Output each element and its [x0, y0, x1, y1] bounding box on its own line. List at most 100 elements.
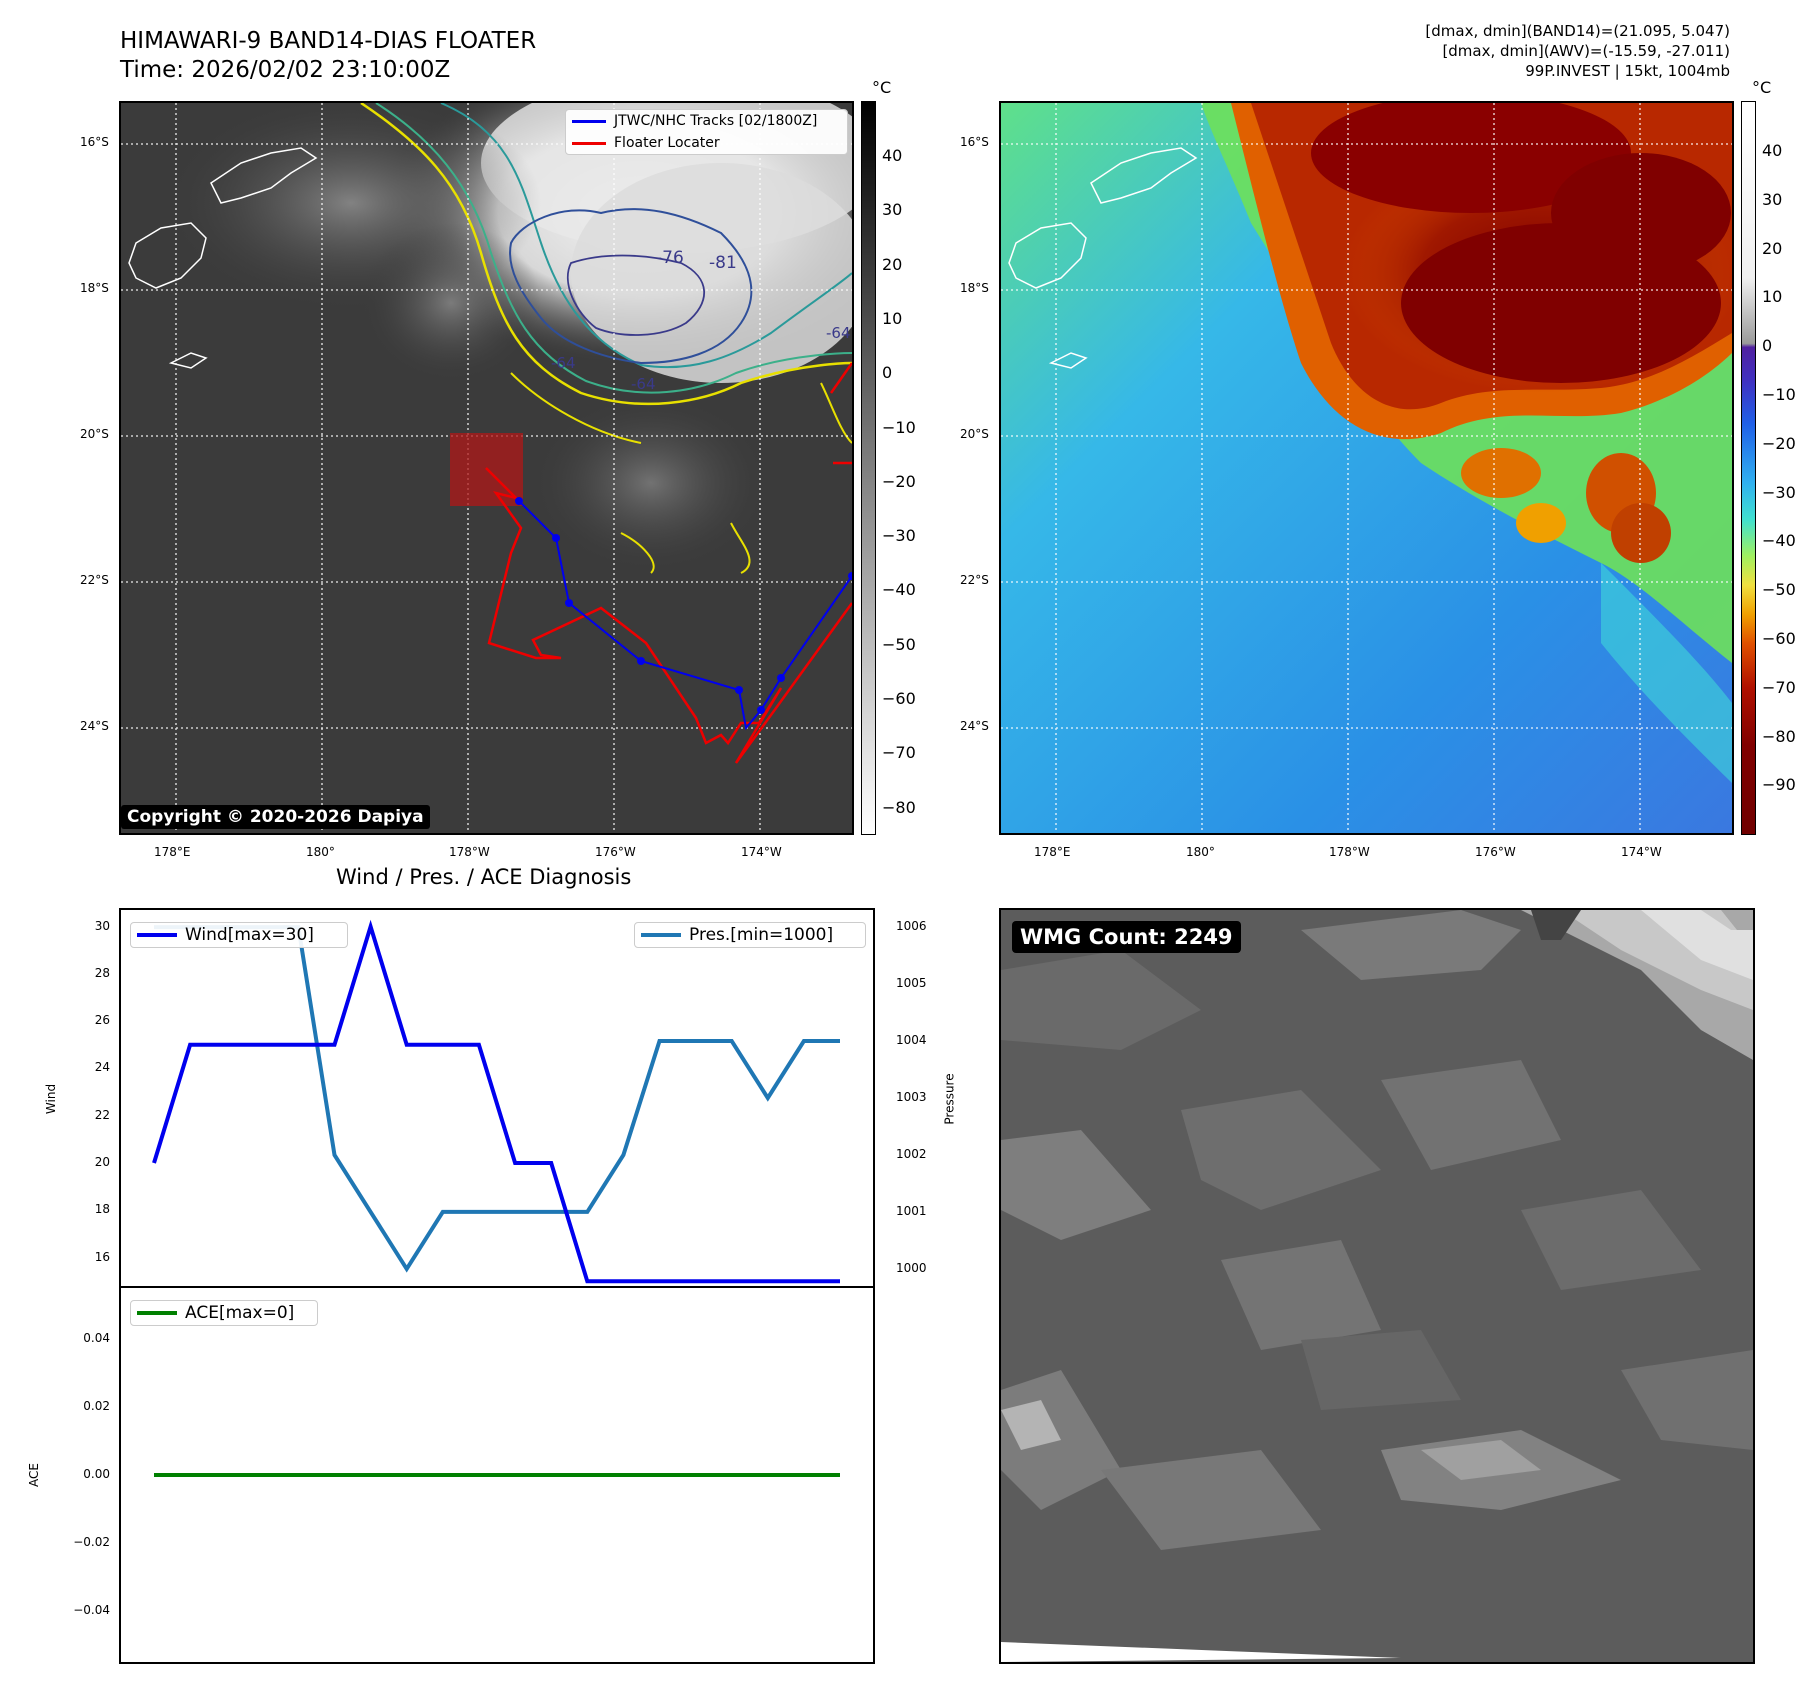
map-legend: JTWC/NHC Tracks [02/1800Z] Floater Locat…: [565, 109, 848, 155]
colorbar-color-tick: 10: [1762, 287, 1783, 307]
lat-label: 16°S: [960, 135, 989, 149]
lon-label: 178°E: [1034, 845, 1071, 859]
colorbar-gray-tick: 30: [882, 200, 903, 220]
lon-label: 180°: [1186, 845, 1215, 859]
pres-ytick: 1006: [896, 919, 927, 934]
lon-label: 176°W: [595, 845, 636, 859]
colorbar-gray-tick: 10: [882, 308, 903, 328]
lat-label: 24°S: [960, 719, 989, 733]
colorbar-gray-tick: −30: [882, 526, 916, 546]
wind-legend: Wind[max=30]: [130, 922, 348, 948]
lon-label: 174°W: [741, 845, 782, 859]
lat-label: 22°S: [80, 573, 109, 587]
wmg-count-badge: WMG Count: 2249: [1012, 921, 1241, 953]
colorbar-gray-tick: −80: [882, 797, 916, 817]
ace-legend-label: ACE[max=0]: [185, 1303, 295, 1323]
wmg-panel: WMG Count: 2249: [999, 908, 1755, 1664]
pres-ytick: 1000: [896, 1260, 927, 1275]
pres-ytick: 1005: [896, 976, 927, 991]
wind-ylabel: Wind: [44, 1083, 59, 1115]
wind-ytick: 28: [94, 965, 110, 980]
contour-label: -64: [551, 354, 576, 372]
lon-label: 178°E: [154, 845, 191, 859]
lat-label: 18°S: [960, 281, 989, 295]
colorbar-gray-tick: 40: [882, 146, 903, 165]
contour-label: -76: [656, 248, 684, 268]
colorbar-color-tick: 40: [1762, 141, 1783, 160]
floater-swatch: [572, 141, 606, 145]
lat-label: 16°S: [80, 135, 109, 149]
lon-label: 178°W: [449, 845, 490, 859]
colorbar-gray-tick: −50: [882, 634, 916, 654]
pres-ylabel: Pressure: [942, 1073, 957, 1125]
colorbar-color-tick: −40: [1762, 531, 1796, 551]
colorbar-color-tick: −10: [1762, 385, 1796, 404]
island-outline: [1090, 147, 1198, 204]
colorbar-gray-tick: −40: [882, 580, 916, 600]
colorbar-gray-tick: −20: [882, 471, 916, 491]
contour-label: -64: [631, 375, 656, 393]
wind-pres-svg: [152, 919, 840, 1284]
colorbar-gray-tick: 0: [882, 363, 893, 383]
wind-line: [152, 919, 840, 1284]
lon-label: 174°W: [1621, 845, 1662, 859]
colorbar-color-tick: 20: [1762, 238, 1783, 258]
meta-awv: [dmax, dmin](AWV)=(-15.59, -27.011): [1442, 42, 1730, 60]
wind-ytick: 26: [94, 1013, 110, 1028]
wind-ytick: 22: [94, 1107, 110, 1122]
diag-title: Wind / Pres. / ACE Diagnosis: [336, 865, 632, 889]
colorbar-gray-tick: −70: [882, 743, 916, 763]
ace-ytick: 0.00: [83, 1467, 110, 1481]
colorbar-gray-tick: −10: [882, 417, 916, 437]
page-subtitle-time: Time: 2026/02/02 23:10:00Z: [120, 57, 451, 83]
colorbar-color-tick: −80: [1762, 726, 1796, 746]
pres-swatch: [641, 933, 681, 937]
wind-ytick: 18: [94, 1202, 110, 1217]
contour-label: -64: [826, 324, 851, 342]
ace-legend: ACE[max=0]: [130, 1300, 318, 1326]
colorbar-color-tick: −60: [1762, 629, 1796, 648]
ace-swatch: [137, 1311, 177, 1315]
pres-ytick: 1002: [896, 1146, 927, 1161]
wind-ytick: 30: [94, 918, 110, 933]
lat-label: 20°S: [960, 427, 989, 441]
island-outline: [210, 147, 318, 204]
colorbar-color-tick: 0: [1762, 336, 1773, 356]
ace-ytick: 0.02: [83, 1399, 110, 1413]
legend-floater-label: Floater Locater: [614, 135, 720, 151]
colorbar-color-tick: −20: [1762, 433, 1796, 453]
lon-label: 178°W: [1329, 845, 1370, 859]
lat-label: 22°S: [960, 573, 989, 587]
colorbar-color: [1741, 101, 1756, 835]
colorbar-color-tick: −30: [1762, 482, 1796, 502]
page-title: HIMAWARI-9 BAND14-DIAS FLOATER: [120, 28, 537, 54]
ir-map-svg: -76 -81 -64 -64 -64: [121, 103, 852, 833]
wind-pres-panel: Wind[max=30] Pres.[min=1000]: [119, 908, 875, 1288]
meta-band14: [dmax, dmin](BAND14)=(21.095, 5.047): [1425, 22, 1730, 40]
enhanced-map-svg: [1001, 103, 1732, 833]
contour-label: -81: [709, 253, 737, 273]
legend-tracks-label: JTWC/NHC Tracks [02/1800Z]: [614, 113, 818, 129]
colorbar-color-unit: °C: [1752, 78, 1772, 97]
colorbar-gray-unit: °C: [872, 78, 892, 97]
ace-panel: ACE[max=0]: [119, 1286, 875, 1664]
lon-label: 180°: [306, 845, 335, 859]
lat-label: 24°S: [80, 719, 109, 733]
pres-ytick: 1004: [896, 1033, 927, 1048]
wmg-svg: [1001, 910, 1753, 1662]
jtwc-track-points: [515, 497, 852, 714]
lat-label: 20°S: [80, 427, 109, 441]
colorbar-color-tick: 30: [1762, 189, 1783, 209]
pres-legend: Pres.[min=1000]: [634, 922, 866, 948]
pres-legend-label: Pres.[min=1000]: [689, 925, 834, 945]
wind-legend-label: Wind[max=30]: [185, 925, 314, 945]
ace-ytick: −0.04: [73, 1603, 110, 1617]
ace-ytick: 0.04: [83, 1331, 110, 1345]
enhanced-map-panel: [999, 101, 1734, 835]
legend-entry-floater: Floater Locater: [566, 132, 847, 154]
colorbar-color-tick: −70: [1762, 677, 1796, 697]
lon-label: 176°W: [1475, 845, 1516, 859]
wind-swatch: [137, 933, 177, 937]
wind-ytick: 16: [94, 1249, 110, 1264]
pres-ytick: 1001: [896, 1203, 927, 1218]
